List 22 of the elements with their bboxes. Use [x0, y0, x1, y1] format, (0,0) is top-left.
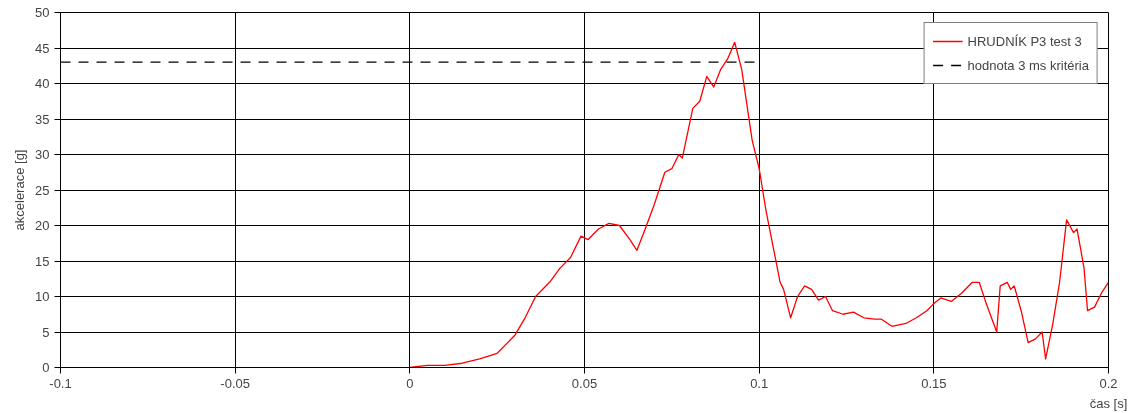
y-tick-label: 50 [35, 5, 50, 20]
x-axis-title: čas [s] [1089, 395, 1128, 411]
y-tick-label: 45 [35, 40, 50, 56]
y-tick-label: 30 [35, 147, 50, 162]
y-tick-label: 20 [35, 218, 50, 233]
legend-label: HRUDNÍK P3 test 3 [967, 33, 1082, 49]
x-tick-label: 0.15 [921, 375, 947, 391]
y-tick-label: 10 [35, 289, 50, 304]
y-tick-label: 0 [42, 360, 50, 375]
x-tick-label: 0.2 [1099, 375, 1118, 391]
y-tick-label: 35 [35, 111, 50, 127]
legend-label: hodnota 3 ms kritéria [967, 57, 1089, 73]
x-tick-label: 0 [406, 375, 414, 391]
y-tick-label: 5 [42, 324, 50, 340]
x-tick-label: 0.1 [750, 375, 769, 391]
x-tick-label: 0.05 [571, 375, 598, 391]
y-axis-title: akcelerace [g] [12, 149, 28, 231]
x-tick-label: -0.05 [220, 375, 250, 391]
y-tick-label: 15 [35, 253, 50, 269]
y-tick-label: 25 [35, 182, 50, 198]
x-tick-label: -0.1 [49, 375, 72, 391]
y-tick-label: 40 [35, 76, 50, 91]
